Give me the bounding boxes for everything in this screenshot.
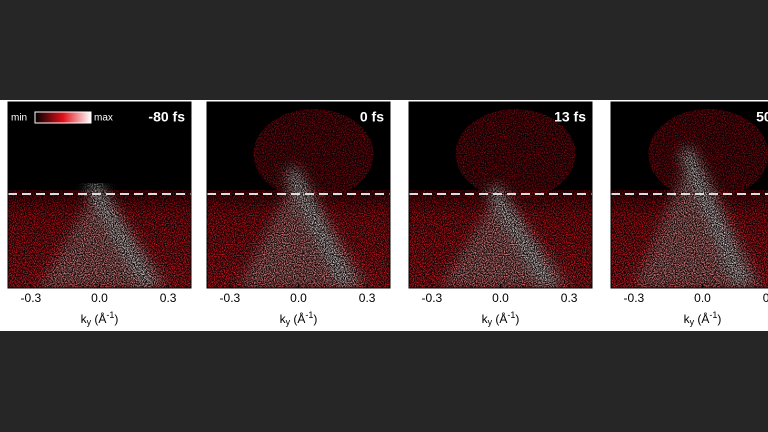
x-axis-label-part: ) bbox=[717, 312, 721, 326]
x-axis-label-part: (Å bbox=[91, 311, 106, 326]
upper-intensity bbox=[455, 109, 576, 199]
x-axis-label: ky (Å-1) bbox=[81, 310, 119, 327]
x-axis-label-part: y bbox=[286, 317, 291, 327]
x-tick-label: 0.0 bbox=[492, 291, 509, 305]
x-tick-label: 0.0 bbox=[694, 291, 711, 305]
x-axis-label-part: k bbox=[684, 312, 691, 326]
heatmap-intensity bbox=[8, 179, 191, 288]
dispersion-branch bbox=[284, 166, 355, 288]
panel-title: 50 fs bbox=[756, 109, 768, 125]
x-axis-label-part: ) bbox=[313, 312, 317, 326]
x-axis-label-part: y bbox=[690, 317, 695, 327]
legend-min: min bbox=[11, 113, 27, 124]
x-axis-label-part: k bbox=[482, 312, 489, 326]
colorbar bbox=[34, 111, 92, 124]
x-axis-label-part: ) bbox=[114, 312, 118, 326]
heatmap-intensity bbox=[207, 109, 390, 288]
x-axis-label-part: (Å bbox=[290, 311, 305, 326]
dispersion bbox=[39, 179, 170, 288]
x-axis-label: ky (Å-1) bbox=[482, 310, 520, 327]
x-tick-label: 0.0 bbox=[290, 291, 307, 305]
x-axis-label-part: y bbox=[488, 317, 493, 327]
x-tick-label: -0.3 bbox=[220, 291, 241, 305]
panel-title: 13 fs bbox=[554, 109, 586, 125]
heatmap-panel: 50 fs bbox=[611, 102, 768, 288]
x-tick-label: -0.3 bbox=[624, 291, 645, 305]
x-tick-label: 0.3 bbox=[763, 291, 768, 305]
x-axis-label-part: ) bbox=[515, 312, 519, 326]
x-tick-label: 0.0 bbox=[91, 291, 108, 305]
dispersion-branch bbox=[678, 147, 750, 288]
upper-intensity bbox=[648, 109, 768, 199]
heatmap-panel: -80 fs min max bbox=[8, 102, 191, 288]
x-axis-label-part: -1 bbox=[709, 310, 717, 320]
x-axis-label: ky (Å-1) bbox=[280, 310, 318, 327]
heatmap-intensity bbox=[611, 109, 768, 288]
dispersion-branch bbox=[486, 184, 557, 288]
heatmap-panel: 13 fs bbox=[409, 102, 592, 288]
dispersion-branch bbox=[85, 179, 156, 288]
x-axis-label-part: k bbox=[81, 312, 88, 326]
x-tick-label: 0.3 bbox=[561, 291, 578, 305]
x-axis-label-part: -1 bbox=[106, 310, 114, 320]
x-tick-label: 0.3 bbox=[359, 291, 376, 305]
x-axis-label: ky (Å-1) bbox=[684, 310, 722, 327]
legend-max: max bbox=[94, 113, 113, 124]
x-tick-label: -0.3 bbox=[21, 291, 42, 305]
x-axis-label-part: k bbox=[280, 312, 287, 326]
heatmap-panel: 0 fs bbox=[207, 102, 390, 288]
x-axis-label-part: y bbox=[87, 317, 92, 327]
upper-intensity bbox=[253, 109, 374, 199]
x-axis-label-part: (Å bbox=[694, 311, 709, 326]
heatmap-intensity bbox=[409, 109, 592, 288]
panel-title: -80 fs bbox=[148, 109, 185, 125]
x-axis-label-part: -1 bbox=[507, 310, 515, 320]
x-tick-label: 0.3 bbox=[160, 291, 177, 305]
panel-title: 0 fs bbox=[360, 109, 384, 125]
x-axis-label-part: -1 bbox=[305, 310, 313, 320]
x-axis-label-part: (Å bbox=[492, 311, 507, 326]
dispersion bbox=[633, 147, 764, 288]
dispersion bbox=[440, 184, 571, 288]
x-tick-label: -0.3 bbox=[422, 291, 443, 305]
dispersion bbox=[238, 166, 369, 288]
